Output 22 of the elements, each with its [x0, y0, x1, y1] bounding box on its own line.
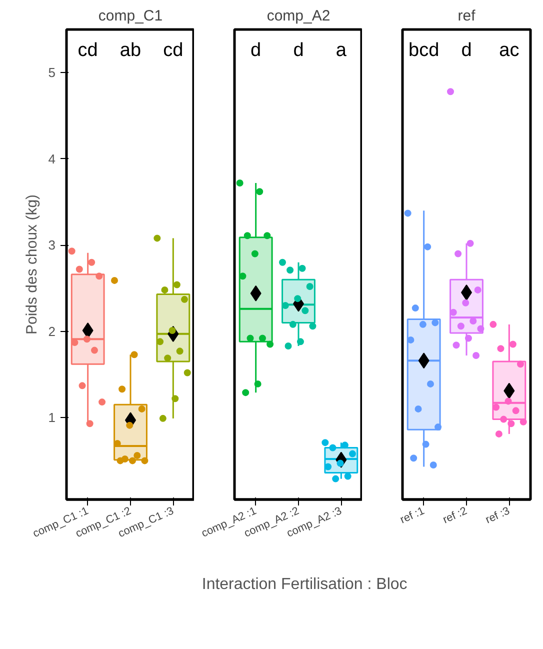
annotation: d: [250, 40, 262, 62]
chart-title: ref: [458, 8, 476, 24]
annotation: d: [293, 40, 304, 62]
annotation: d: [461, 40, 472, 62]
y-tick-label: 2: [48, 324, 56, 339]
annotation: cd: [78, 40, 98, 62]
chart-title: comp_A2: [266, 8, 330, 24]
annotation: ab: [120, 40, 142, 62]
y-tick-label: 3: [48, 238, 56, 253]
y-tick-label: 4: [48, 151, 56, 166]
x-tick-label: ref :1: [398, 505, 426, 526]
x-tick-label: ref :2: [441, 505, 469, 526]
annotation: bcd: [408, 40, 440, 62]
x-tick-label: ref :3: [484, 505, 512, 526]
y-axis-title: Poids des choux (kg): [23, 194, 40, 335]
x-axis-title: Interaction Fertilisation : Bloc: [202, 576, 408, 594]
y-tick-label: 5: [48, 65, 56, 80]
annotation: ac: [499, 40, 520, 62]
chart-title: comp_C1: [98, 8, 163, 24]
y-tick-label: 1: [48, 410, 56, 426]
annotation: cd: [163, 40, 184, 62]
annotation: a: [336, 40, 347, 62]
